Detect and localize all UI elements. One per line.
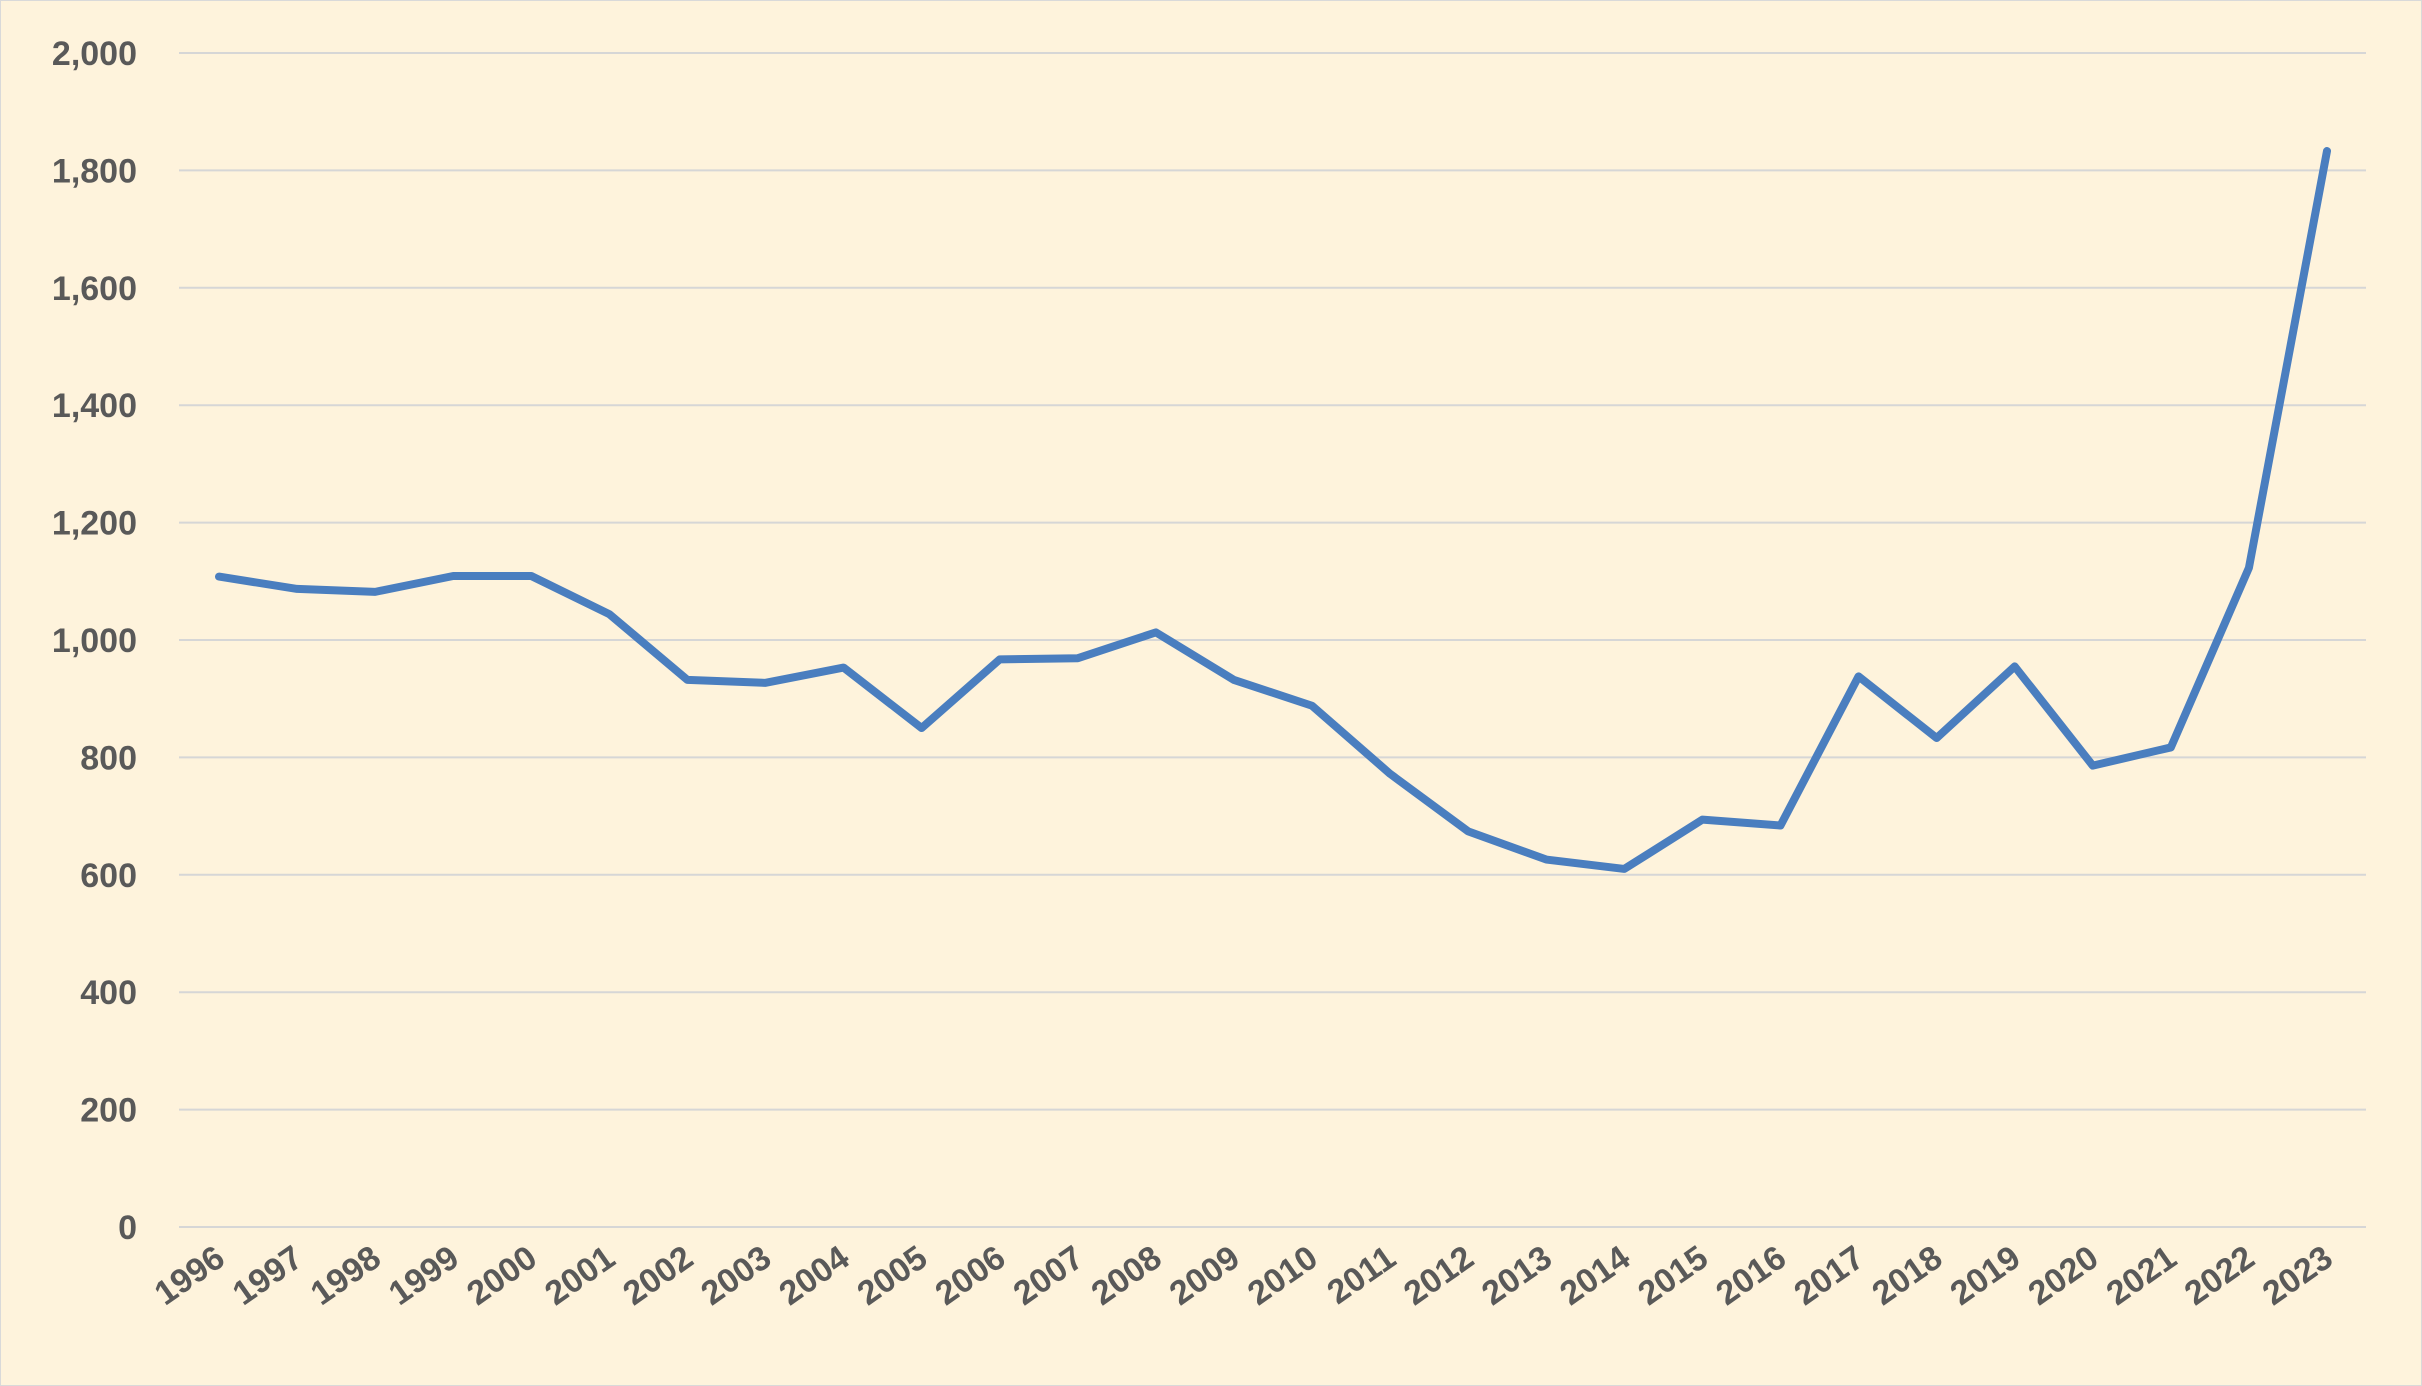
x-tick-label: 2023 (2256, 1238, 2340, 1313)
y-tick-label: 2,000 (52, 35, 137, 73)
y-tick-label: 200 (80, 1092, 137, 1130)
x-tick-label: 2003 (694, 1238, 778, 1313)
x-tick-label: 2008 (1085, 1238, 1169, 1313)
y-tick-label: 1,000 (52, 622, 137, 660)
x-tick-label: 2014 (1553, 1238, 1637, 1313)
x-tick-label: 2019 (1944, 1238, 2028, 1313)
y-tick-label: 1,400 (52, 387, 137, 425)
x-tick-label: 2020 (2022, 1238, 2106, 1313)
x-tick-label: 2004 (772, 1238, 856, 1313)
x-tick-label: 2015 (1631, 1238, 1715, 1313)
x-tick-label: 2002 (616, 1238, 700, 1313)
x-tick-label: 2013 (1475, 1238, 1559, 1313)
x-tick-label: 1997 (226, 1238, 310, 1313)
x-tick-label: 2021 (2100, 1238, 2184, 1313)
x-tick-label: 2022 (2178, 1238, 2262, 1313)
y-tick-label: 800 (80, 739, 137, 777)
y-tick-label: 1,200 (52, 505, 137, 543)
x-tick-label: 2005 (850, 1238, 934, 1313)
y-tick-label: 600 (80, 857, 137, 895)
series-layer (215, 147, 2331, 873)
x-tick-label: 2016 (1709, 1238, 1793, 1313)
x-tick-label: 2018 (1865, 1238, 1949, 1313)
x-tick-label: 2007 (1007, 1238, 1091, 1313)
x-tick-label: 2017 (1787, 1238, 1871, 1313)
x-tick-label: 2001 (538, 1238, 622, 1313)
y-tick-label: 1,800 (52, 152, 137, 190)
y-axis-labels: 0 200 400 600 800 1,000 1,200 1,400 1,600 1,800 2,… (52, 35, 137, 1247)
x-tick-label: 2012 (1397, 1238, 1481, 1313)
x-tick-label: 1998 (304, 1238, 388, 1313)
x-tick-label: 1996 (148, 1238, 232, 1313)
x-tick-label: 2000 (460, 1238, 544, 1313)
gridlines (179, 52, 2366, 1228)
series-line (215, 147, 2331, 873)
x-tick-label: 1999 (382, 1238, 466, 1313)
x-tick-label: 2006 (929, 1238, 1013, 1313)
x-tick-label: 2010 (1241, 1238, 1325, 1313)
x-axis-labels: 1996199719981999200020012002200320042005… (148, 1238, 2340, 1313)
y-tick-label: 0 (118, 1209, 137, 1247)
x-tick-label: 2009 (1163, 1238, 1247, 1313)
x-tick-label: 2011 (1320, 1238, 1402, 1311)
y-tick-label: 1,600 (52, 270, 137, 308)
y-tick-label: 400 (80, 974, 137, 1012)
